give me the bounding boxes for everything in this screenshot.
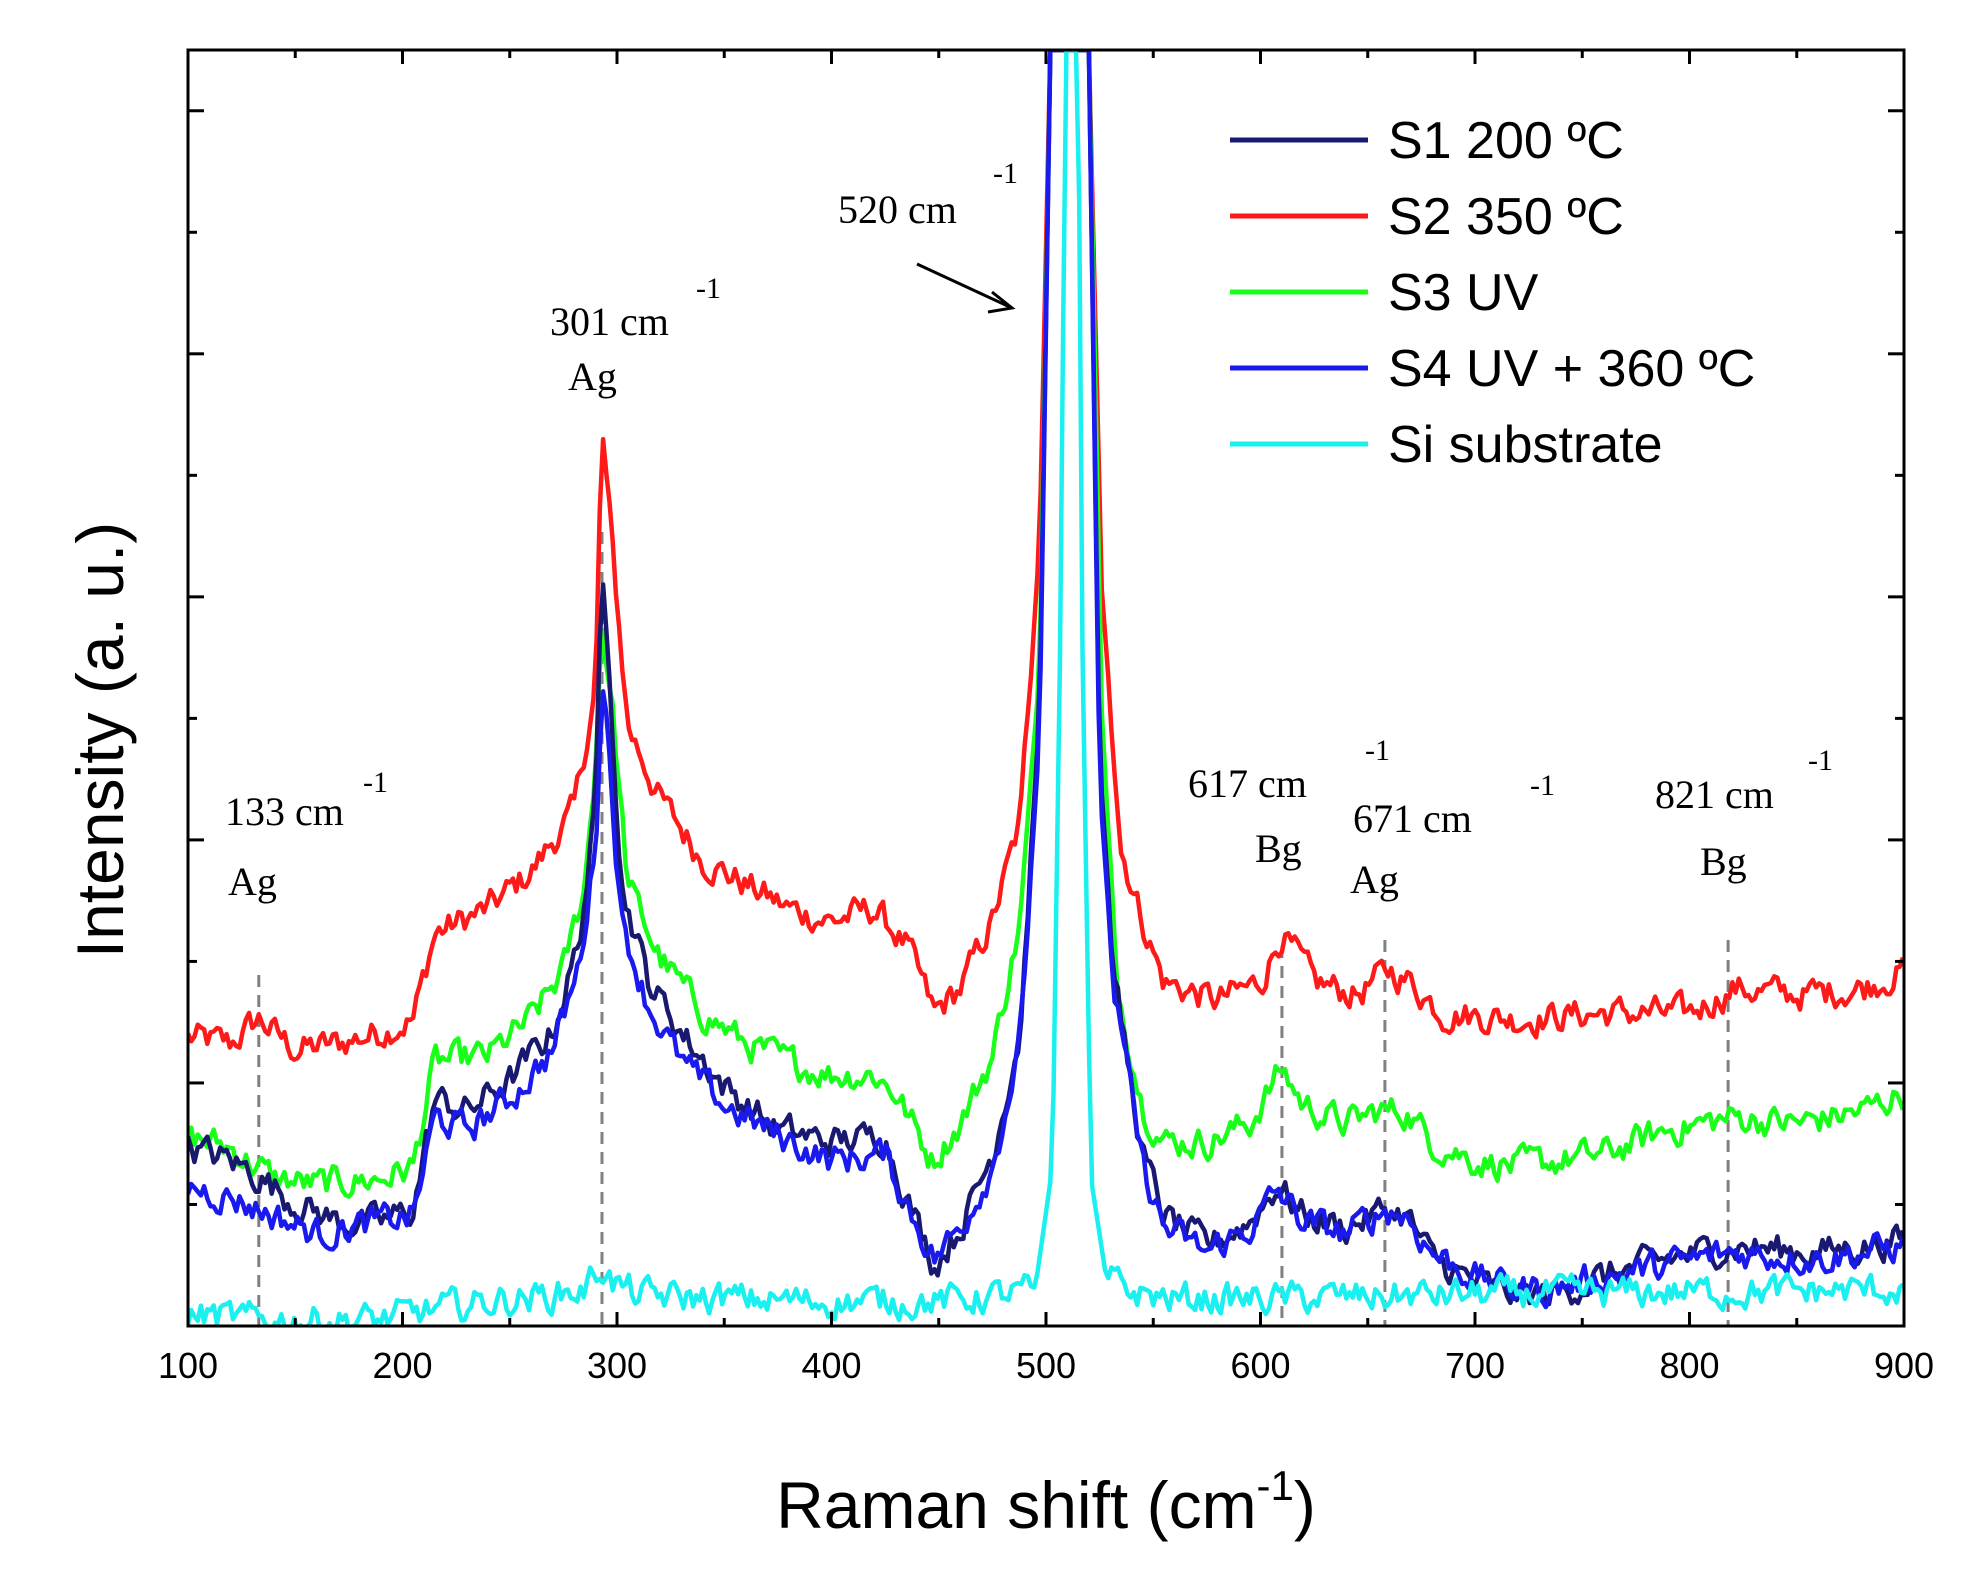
peak-mode-5: Bg: [1700, 839, 1747, 884]
legend-label-1: S1 200 ºC: [1388, 112, 1624, 170]
peak-label-sup-0: -1: [363, 766, 388, 799]
x-tick-label: 300: [587, 1345, 647, 1386]
peak-label-5: 821 cm: [1655, 772, 1774, 817]
peak-label-1: 301 cm: [550, 299, 669, 344]
peak-mode-4: Ag: [1350, 857, 1399, 902]
axis-ticks: 100 200 300 400 500 600 700 800 900: [158, 50, 1934, 1386]
peak-mode-1: Ag: [568, 354, 617, 399]
x-tick-label: 500: [1016, 1345, 1076, 1386]
x-tick-label: 200: [372, 1345, 432, 1386]
series-line-4: [188, 50, 1904, 1310]
peak-label-sup-1: -1: [696, 272, 721, 305]
peak-label-4: 671 cm: [1353, 796, 1472, 841]
legend-label-4: S4 UV + 360 ºC: [1388, 340, 1755, 398]
series-line-2: [188, 50, 1904, 1062]
peak-label-3: 617 cm: [1188, 761, 1307, 806]
x-tick-label: 900: [1874, 1345, 1934, 1386]
peak-label-sup-2: -1: [993, 157, 1018, 190]
legend-label-2: S2 350 ºC: [1388, 188, 1624, 246]
x-tick-label: 100: [158, 1345, 218, 1386]
x-tick-label: 600: [1230, 1345, 1290, 1386]
peak-label-sup-4: -1: [1530, 769, 1555, 802]
peak-annotations: 133 cm -1 Ag 301 cm -1 Ag 520 cm -1 617 cm -1 Bg 67…: [225, 157, 1833, 904]
y-axis-title: Intensity (a. u.): [63, 522, 137, 959]
legend-label-5: Si substrate: [1388, 416, 1663, 474]
x-tick-label: 400: [801, 1345, 861, 1386]
peak-label-sup-5: -1: [1808, 744, 1833, 777]
peak-mode-0: Ag: [228, 859, 277, 904]
x-tick-label: 700: [1445, 1345, 1505, 1386]
peak-arrow: [916, 262, 1016, 314]
series-line-5: [188, 50, 1904, 1326]
peak-guide-lines: [257, 532, 1730, 1326]
legend-label-3: S3 UV: [1388, 264, 1539, 322]
peak-label-0: 133 cm: [225, 789, 344, 834]
peak-label-sup-3: -1: [1365, 734, 1390, 767]
peak-mode-3: Bg: [1255, 826, 1302, 871]
x-tick-label: 800: [1659, 1345, 1719, 1386]
series-group: [188, 50, 1904, 1326]
legend: S1 200 ºC S2 350 ºC S3 UV S4 UV + 360 ºC Si …: [1230, 112, 1755, 474]
x-axis-title: Raman shift (cm-1): [776, 1462, 1316, 1542]
peak-label-2: 520 cm: [838, 187, 957, 232]
